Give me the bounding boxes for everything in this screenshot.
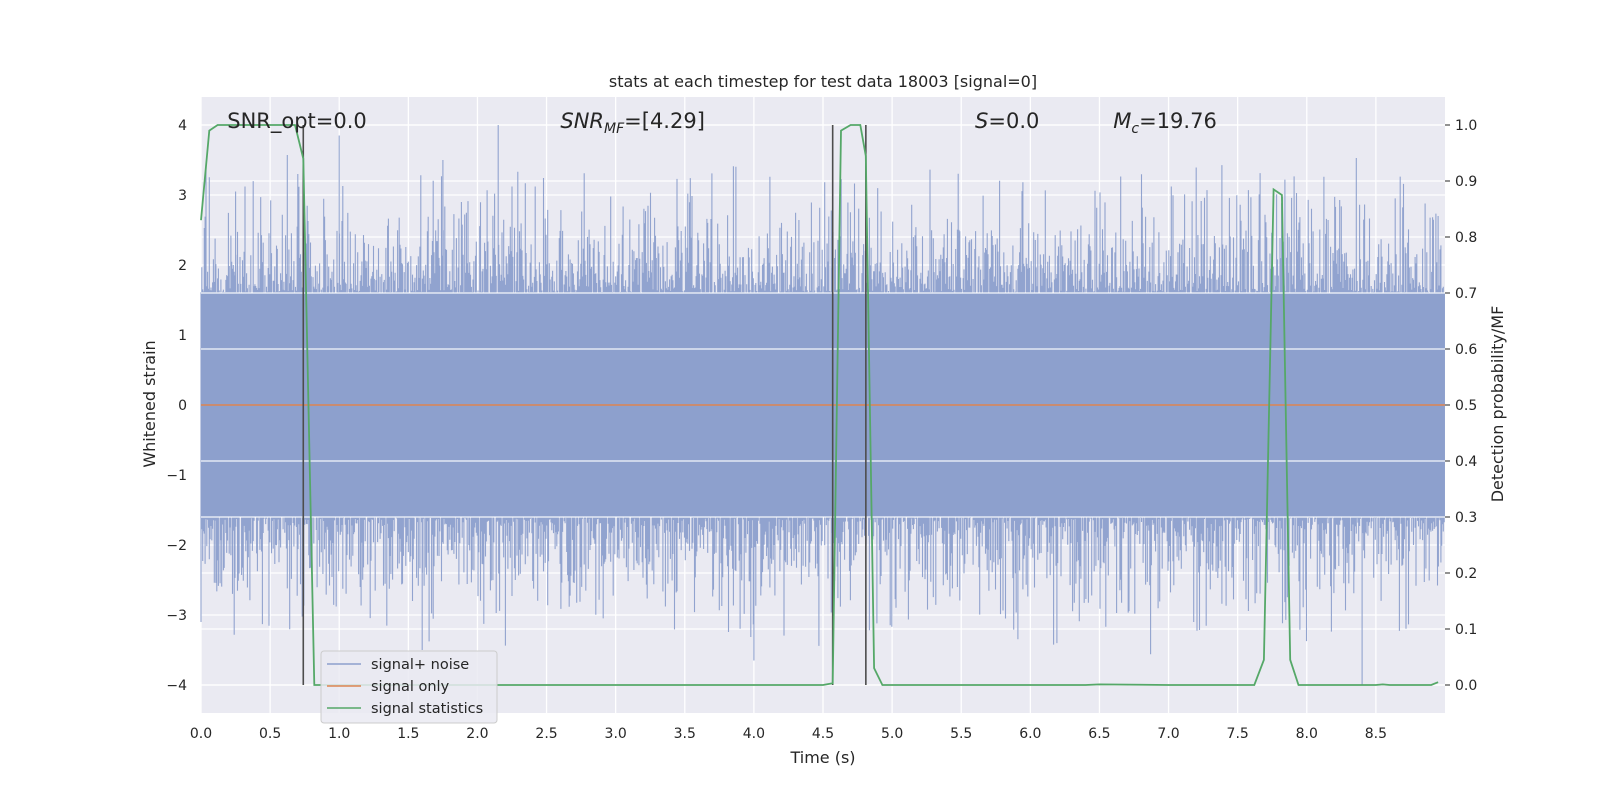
y-right-tick-label: 0.5 [1455,398,1477,414]
y-right-axis-ticks: 0.0 0.1 0.2 0.3 0.4 0.5 0.6 0.7 0.8 0.9 1.0 [1445,118,1477,694]
x-tick-label: 2.0 [466,726,488,742]
legend: signal+ noise signal only signal statist… [320,650,498,724]
y-left-tick-label: −2 [166,538,187,554]
x-tick-label: 4.5 [812,726,834,742]
legend-box [320,650,498,724]
overlay-lines [201,125,1445,685]
y-left-tick-label: 4 [178,118,187,134]
signal-statistics-line [200,124,1439,686]
x-tick-label: 5.0 [881,726,903,742]
x-tick-label: 4.0 [743,726,765,742]
x-axis-label: Time (s) [789,748,855,767]
y-right-axis-label: Detection probability/MF [1488,306,1507,503]
x-tick-label: 3.0 [605,726,627,742]
annotation-2: S=0.0 [975,109,1039,133]
x-tick-label: 2.5 [535,726,557,742]
y-left-axis-label: Whitened strain [140,340,159,467]
y-right-tick-label: 0.6 [1455,342,1477,358]
legend-label-signal-statistics: signal statistics [371,701,483,717]
x-tick-label: 1.0 [328,726,350,742]
annotation-1: SNRMF=[4.29] [560,109,705,137]
y-left-tick-label: 3 [178,188,187,204]
annotation-0: SNR_opt=0.0 [227,109,367,134]
y-left-tick-label: 2 [178,258,187,274]
y-left-tick-label: −4 [166,678,187,694]
y-left-tick-label: −1 [166,468,187,484]
x-tick-label: 6.5 [1088,726,1110,742]
x-tick-label: 8.0 [1296,726,1318,742]
y-left-axis-ticks: −4 −3 −2 −1 0 1 2 3 4 [166,118,187,694]
x-tick-label: 5.5 [950,726,972,742]
y-right-tick-label: 0.1 [1455,622,1477,638]
y-right-tick-label: 0.7 [1455,286,1477,302]
annotation-3: Mc=19.76 [1113,109,1217,137]
x-tick-label: 0.5 [259,726,281,742]
y-left-tick-label: −3 [166,608,187,624]
y-right-tick-label: 1.0 [1455,118,1477,134]
x-tick-label: 8.5 [1365,726,1387,742]
x-tick-label: 0.0 [190,726,212,742]
legend-label-signal-noise: signal+ noise [371,657,469,673]
y-right-tick-label: 0.4 [1455,454,1477,470]
y-right-tick-label: 0.9 [1455,174,1477,190]
x-tick-label: 3.5 [674,726,696,742]
x-axis-ticks: 0.0 0.5 1.0 1.5 2.0 2.5 3.0 3.5 4.0 4.5 5.0 5.5 6.0 6… [190,726,1387,742]
legend-label-signal-only: signal only [371,679,450,695]
y-left-tick-label: 0 [178,398,187,414]
annotations: SNR_opt=0.0 SNRMF=[4.29] S=0.0 Mc=19.76 [227,109,1217,137]
y-right-tick-label: 0.0 [1455,678,1477,694]
y-right-tick-label: 0.2 [1455,566,1477,582]
signal-statistics-series [200,124,1439,686]
y-right-tick-label: 0.3 [1455,510,1477,526]
x-tick-label: 1.5 [397,726,419,742]
x-tick-label: 7.0 [1157,726,1179,742]
y-right-tick-label: 0.8 [1455,230,1477,246]
chart-title: stats at each timestep for test data 180… [609,72,1037,91]
y-left-tick-label: 1 [178,328,187,344]
x-tick-label: 6.0 [1019,726,1041,742]
x-tick-label: 7.5 [1227,726,1249,742]
